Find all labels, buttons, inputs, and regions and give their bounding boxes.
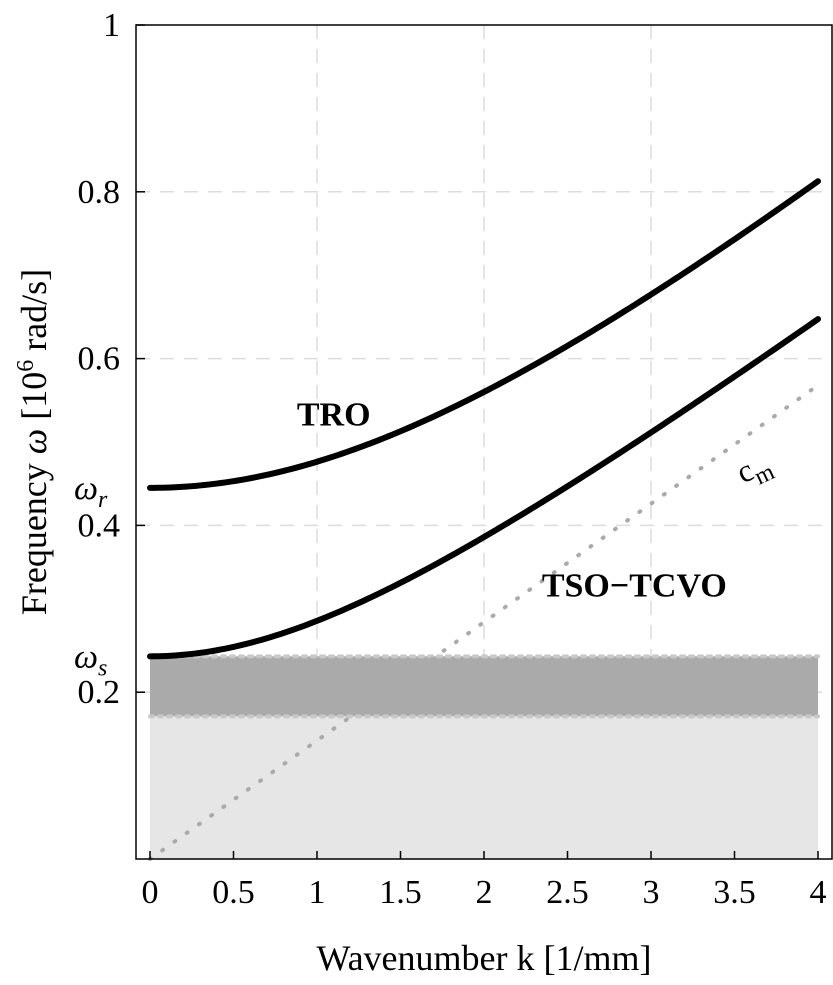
- y-tick-label: 1: [103, 7, 120, 44]
- x-tick-label: 4: [810, 874, 827, 911]
- y-tick-label: 0.4: [78, 507, 121, 544]
- curve-label-cm: cm: [731, 443, 779, 496]
- series-line-tso-tcvo: [147, 316, 821, 660]
- x-tick-label: 2: [476, 874, 493, 911]
- y-tick-label: 0.2: [78, 674, 121, 711]
- lower-band: [150, 716, 818, 859]
- x-tick-label: 1.5: [379, 874, 422, 911]
- series-line-tro: [147, 178, 821, 491]
- y-tick-label: 0.8: [78, 174, 121, 211]
- x-tick-label: 3: [643, 874, 660, 911]
- curve-label-tso-tcvo: TSO−TCVO: [542, 567, 727, 604]
- y-tick-label: 0.6: [78, 341, 121, 378]
- x-tick-label: 0.5: [212, 874, 255, 911]
- bands: [150, 656, 818, 859]
- x-tick-label: 3.5: [713, 874, 756, 911]
- curve-label-tro: TRO: [297, 396, 371, 433]
- series-line-c-m: [148, 383, 820, 861]
- omega-r-label: ωr: [74, 470, 108, 513]
- x-tick-label: 2.5: [546, 874, 589, 911]
- x-tick-label: 1: [309, 874, 326, 911]
- series: [147, 178, 821, 861]
- labels: TRO TSO−TCVO cm ωr ωs Wavenumber k [1/mm…: [13, 269, 779, 978]
- upper-band: [150, 656, 818, 717]
- ticks: 0 0.5 1 1.5 2 2.5 3 3.5 4 0.2 0.4 0.6 0.8 1: [78, 7, 827, 911]
- x-axis-title: Wavenumber k [1/mm]: [316, 938, 651, 978]
- omega-s-label: ωs: [74, 638, 107, 681]
- reference-lines: [148, 654, 820, 719]
- x-tick-label: 0: [142, 874, 159, 911]
- y-axis-title: Frequency ω [106 rad/s]: [13, 269, 54, 615]
